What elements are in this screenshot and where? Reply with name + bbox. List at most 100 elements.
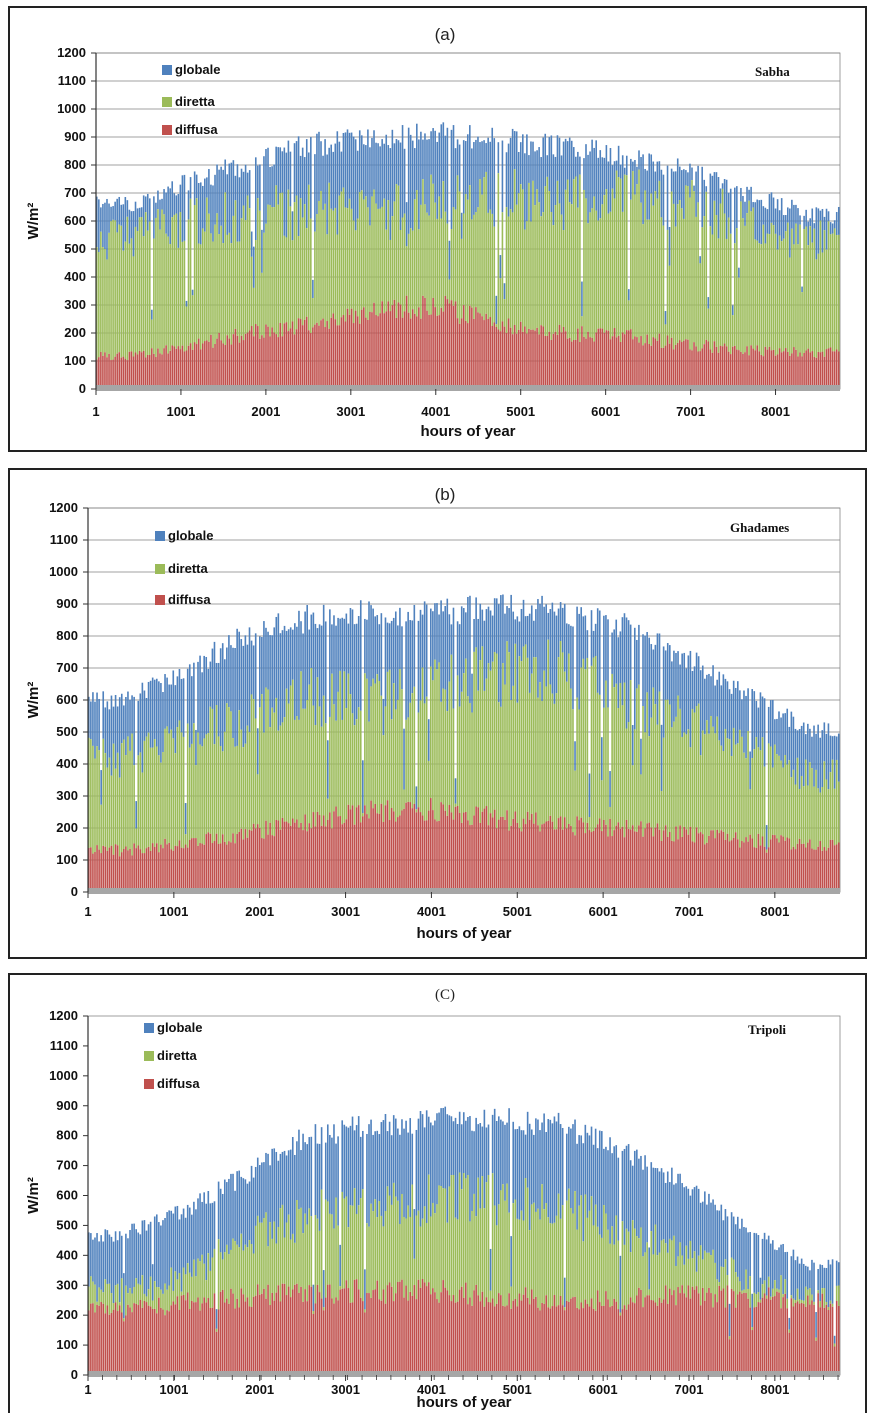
bar-diffusa	[658, 829, 661, 892]
bar-diffusa	[329, 1284, 331, 1375]
bar-diretta	[141, 1275, 144, 1308]
bar-diffusa	[307, 330, 310, 389]
bar-diretta	[137, 1283, 140, 1306]
bar-diffusa	[279, 323, 282, 389]
chart-panel-ghadames: (b) 0 100 200 300 400 500 600 700 800 900 1000 1100 1…	[8, 468, 867, 959]
bar-diretta	[707, 308, 710, 342]
bar-diretta	[417, 712, 420, 808]
bar-globale	[234, 1190, 236, 1242]
bar-globale	[675, 1183, 677, 1267]
bar-globale	[289, 627, 292, 686]
bar-globale	[177, 193, 180, 248]
bar-diretta	[413, 686, 416, 804]
bar-globale	[718, 671, 721, 741]
bar-diffusa	[732, 837, 735, 892]
bar-diffusa	[650, 345, 653, 389]
bar-diffusa	[166, 844, 168, 892]
bar-globale	[541, 595, 543, 701]
bar-globale	[497, 1116, 500, 1205]
bar-diretta	[475, 212, 477, 308]
bar-diffusa	[800, 1302, 803, 1375]
bar-globale	[173, 193, 176, 215]
bar-diffusa	[411, 309, 414, 389]
bar-diretta	[794, 1300, 797, 1303]
bar-globale	[162, 692, 164, 753]
bar-diretta	[835, 235, 838, 350]
bar-diretta	[158, 755, 160, 853]
bar-diretta	[778, 755, 780, 843]
bar-diffusa	[596, 1290, 599, 1375]
bar-diffusa	[751, 1330, 754, 1375]
bar-globale	[491, 615, 494, 662]
bar-diffusa	[275, 334, 277, 389]
bar-diretta	[203, 738, 205, 845]
bar-diffusa	[757, 1302, 760, 1375]
bar-diretta	[509, 209, 512, 328]
bar-diffusa	[615, 1301, 618, 1375]
bar-diretta	[460, 691, 463, 823]
bar-diretta	[130, 238, 133, 352]
bar-diffusa	[201, 1303, 203, 1375]
bar-globale	[619, 631, 622, 683]
bar-diretta	[720, 745, 723, 831]
bar-globale	[837, 206, 840, 235]
bar-diretta	[706, 1252, 708, 1293]
bar-globale	[650, 644, 653, 718]
bar-globale	[749, 1231, 751, 1277]
bar-diffusa	[644, 343, 646, 389]
bar-globale	[741, 699, 743, 737]
bar-diffusa	[833, 1346, 836, 1375]
bar-globale	[736, 681, 739, 744]
legend-swatch-diffusa	[162, 125, 172, 135]
bar-diretta	[609, 211, 612, 340]
ytick-label-900: 900	[56, 596, 78, 611]
bar-diffusa	[318, 325, 320, 389]
bar-diretta	[708, 1252, 710, 1288]
bar-diretta	[320, 190, 322, 321]
bar-diffusa	[201, 843, 203, 892]
bar-diffusa	[419, 812, 422, 892]
bar-diffusa	[96, 1304, 98, 1375]
bar-diffusa	[442, 804, 444, 892]
bar-globale	[440, 124, 443, 219]
bar-diretta	[326, 234, 328, 322]
legend-swatch-diretta	[155, 564, 165, 574]
bar-diffusa	[467, 1304, 469, 1375]
ytick-label-300: 300	[64, 297, 86, 312]
bar-diffusa	[725, 346, 728, 389]
bar-globale	[500, 595, 502, 707]
bar-globale	[833, 735, 836, 789]
bar-diffusa	[162, 848, 164, 892]
bar-diretta	[365, 196, 367, 318]
bar-diretta	[829, 772, 832, 840]
bar-globale	[167, 186, 169, 237]
bar-diretta	[577, 207, 579, 329]
bar-diffusa	[689, 349, 691, 389]
bar-diffusa	[430, 314, 432, 389]
legend-label-globale: globale	[175, 62, 221, 77]
bar-diffusa	[369, 311, 371, 389]
bar-diretta	[413, 1258, 416, 1286]
bar-diretta	[312, 705, 315, 813]
bar-diretta	[221, 1259, 224, 1290]
bar-diffusa	[584, 833, 587, 892]
bar-diretta	[601, 780, 603, 832]
bar-diffusa	[401, 317, 404, 389]
bar-diffusa	[625, 819, 628, 892]
bar-diffusa	[430, 798, 432, 892]
bar-diretta	[444, 689, 447, 811]
bar-globale	[519, 142, 522, 185]
bar-globale	[601, 737, 603, 781]
bar-diffusa	[560, 332, 563, 389]
bar-globale	[376, 1130, 379, 1218]
bar-globale	[375, 142, 377, 204]
bar-diretta	[708, 733, 710, 836]
bar-diffusa	[164, 838, 166, 892]
bar-globale	[158, 1222, 160, 1288]
bar-diffusa	[473, 318, 475, 389]
bar-diretta	[386, 1186, 389, 1286]
bar-diretta	[238, 241, 241, 343]
bar-diffusa	[749, 1307, 751, 1375]
bar-diretta	[786, 1298, 789, 1309]
bar-globale	[254, 157, 257, 241]
